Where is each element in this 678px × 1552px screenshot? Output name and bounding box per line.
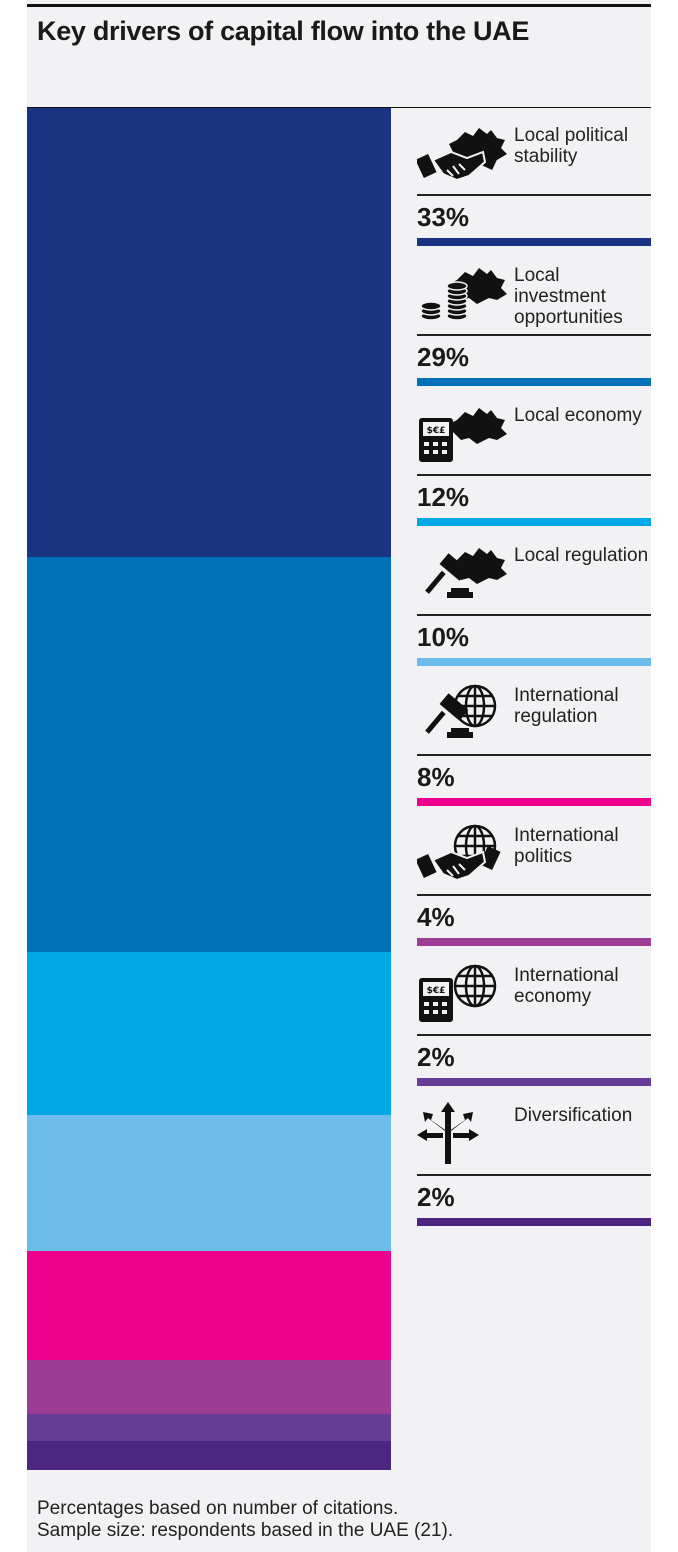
bar-segment-8 [27, 1441, 391, 1470]
data-label: 2% [417, 1042, 455, 1072]
data-label: 12% [417, 482, 470, 512]
legend-separator [417, 754, 651, 756]
legend-separator [417, 1034, 651, 1036]
legend-separator [417, 614, 651, 616]
chart-title: Key drivers of capital flow into the UAE [37, 16, 530, 46]
legend-item: International politics 4% [414, 808, 651, 948]
legend-separator [417, 474, 651, 476]
map-coins-icon [417, 258, 507, 328]
map-calculator-icon [417, 398, 507, 468]
arrows-split-icon [417, 1098, 507, 1168]
title-divider [27, 107, 651, 108]
legend-color-bar [417, 1218, 651, 1226]
globe-gavel-icon [417, 678, 507, 748]
legend-separator [417, 1174, 651, 1176]
legend-label: Local economy [514, 405, 642, 426]
bar-segment-2 [27, 557, 391, 952]
data-label: 8% [417, 762, 455, 792]
legend-color-bar [417, 518, 651, 526]
legend-item: Local economy 12% [417, 388, 651, 528]
legend-item: Local regulation 10% [417, 528, 651, 668]
legend-color-bar [417, 658, 651, 666]
data-label: 29% [417, 342, 470, 372]
legend-item: International regulation 8% [417, 668, 651, 808]
data-label: 4% [417, 902, 455, 932]
legend-color-bar [417, 798, 651, 806]
bar-segment-7 [27, 1414, 391, 1441]
legend-label: International economy [514, 965, 619, 1007]
legend-label: Diversification [514, 1105, 633, 1126]
map-handshake-icon [414, 118, 507, 188]
footnote: Percentages based on number of citations… [37, 1498, 453, 1542]
globe-handshake-icon [414, 818, 507, 888]
bar-segment-5 [27, 1251, 391, 1360]
legend-color-bar [417, 378, 651, 386]
legend-separator [417, 894, 651, 896]
legend-color-bar [417, 238, 651, 246]
legend-label: Local investment opportunities [514, 265, 623, 328]
legend-color-bar [417, 938, 651, 946]
legend-item: Diversification 2% [417, 1088, 651, 1228]
bar-segment-4 [27, 1115, 391, 1251]
footnote-line-1: Percentages based on number of citations… [37, 1498, 399, 1519]
legend-separator [417, 194, 651, 196]
data-label: 2% [417, 1182, 455, 1212]
legend-item: Local political stability 33% [414, 108, 651, 248]
bar-segment-6 [27, 1360, 391, 1414]
map-gavel-icon [417, 538, 507, 608]
legend-label: Local regulation [514, 545, 649, 566]
globe-calculator-icon [417, 958, 507, 1028]
legend-color-bar [417, 1078, 651, 1086]
top-rule [27, 4, 651, 7]
data-label: 10% [417, 622, 470, 652]
footnote-line-2: Sample size: respondents based in the UA… [37, 1520, 454, 1541]
data-label: 33% [417, 202, 470, 232]
legend-separator [417, 334, 651, 336]
legend-item: Local investment opportunities 29% [417, 248, 651, 388]
legend-label: International politics [514, 825, 619, 867]
bar-segment-3 [27, 952, 391, 1115]
legend-item: International economy 2% [417, 948, 651, 1088]
bar-segment-1 [27, 108, 391, 557]
legend-label: Local political stability [514, 125, 629, 167]
legend-label: International regulation [514, 685, 619, 727]
